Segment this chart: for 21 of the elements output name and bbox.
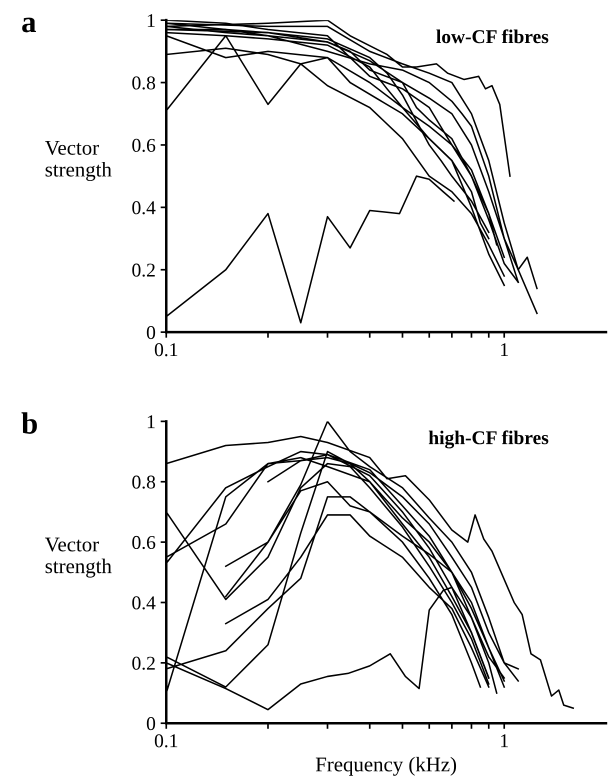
y-tick-label: 1 [148, 415, 155, 428]
chart-title: b [22, 412, 37, 434]
y-tick-label: 0.4 [132, 596, 156, 610]
y-axis-title: Vector strength [44, 141, 112, 181]
y-tick-label: 0.2 [132, 264, 155, 277]
x-axis-title: Frequency (kHz) [316, 756, 456, 776]
y-tick-label: 0.8 [132, 476, 156, 489]
y-tick-label: 0.2 [132, 656, 155, 670]
y-tick-label: 0 [146, 326, 156, 340]
y-tick-label: 0.8 [132, 76, 156, 90]
x-tick-label: 0.1 [154, 734, 178, 748]
y-tick-label: 0 [146, 717, 156, 730]
y-tick-label: 0.6 [132, 536, 156, 550]
y-axis-title: Vector strength [44, 538, 112, 578]
x-tick-label: 0.1 [154, 343, 178, 356]
annotation: high-CF fibres [428, 430, 548, 448]
y-tick-label: 0.4 [132, 201, 156, 214]
y-tick-label: 1 [148, 14, 155, 27]
annotation: low-CF fibres [436, 29, 548, 44]
y-tick-label: 0.6 [132, 138, 156, 152]
chart-title: a [22, 18, 36, 32]
